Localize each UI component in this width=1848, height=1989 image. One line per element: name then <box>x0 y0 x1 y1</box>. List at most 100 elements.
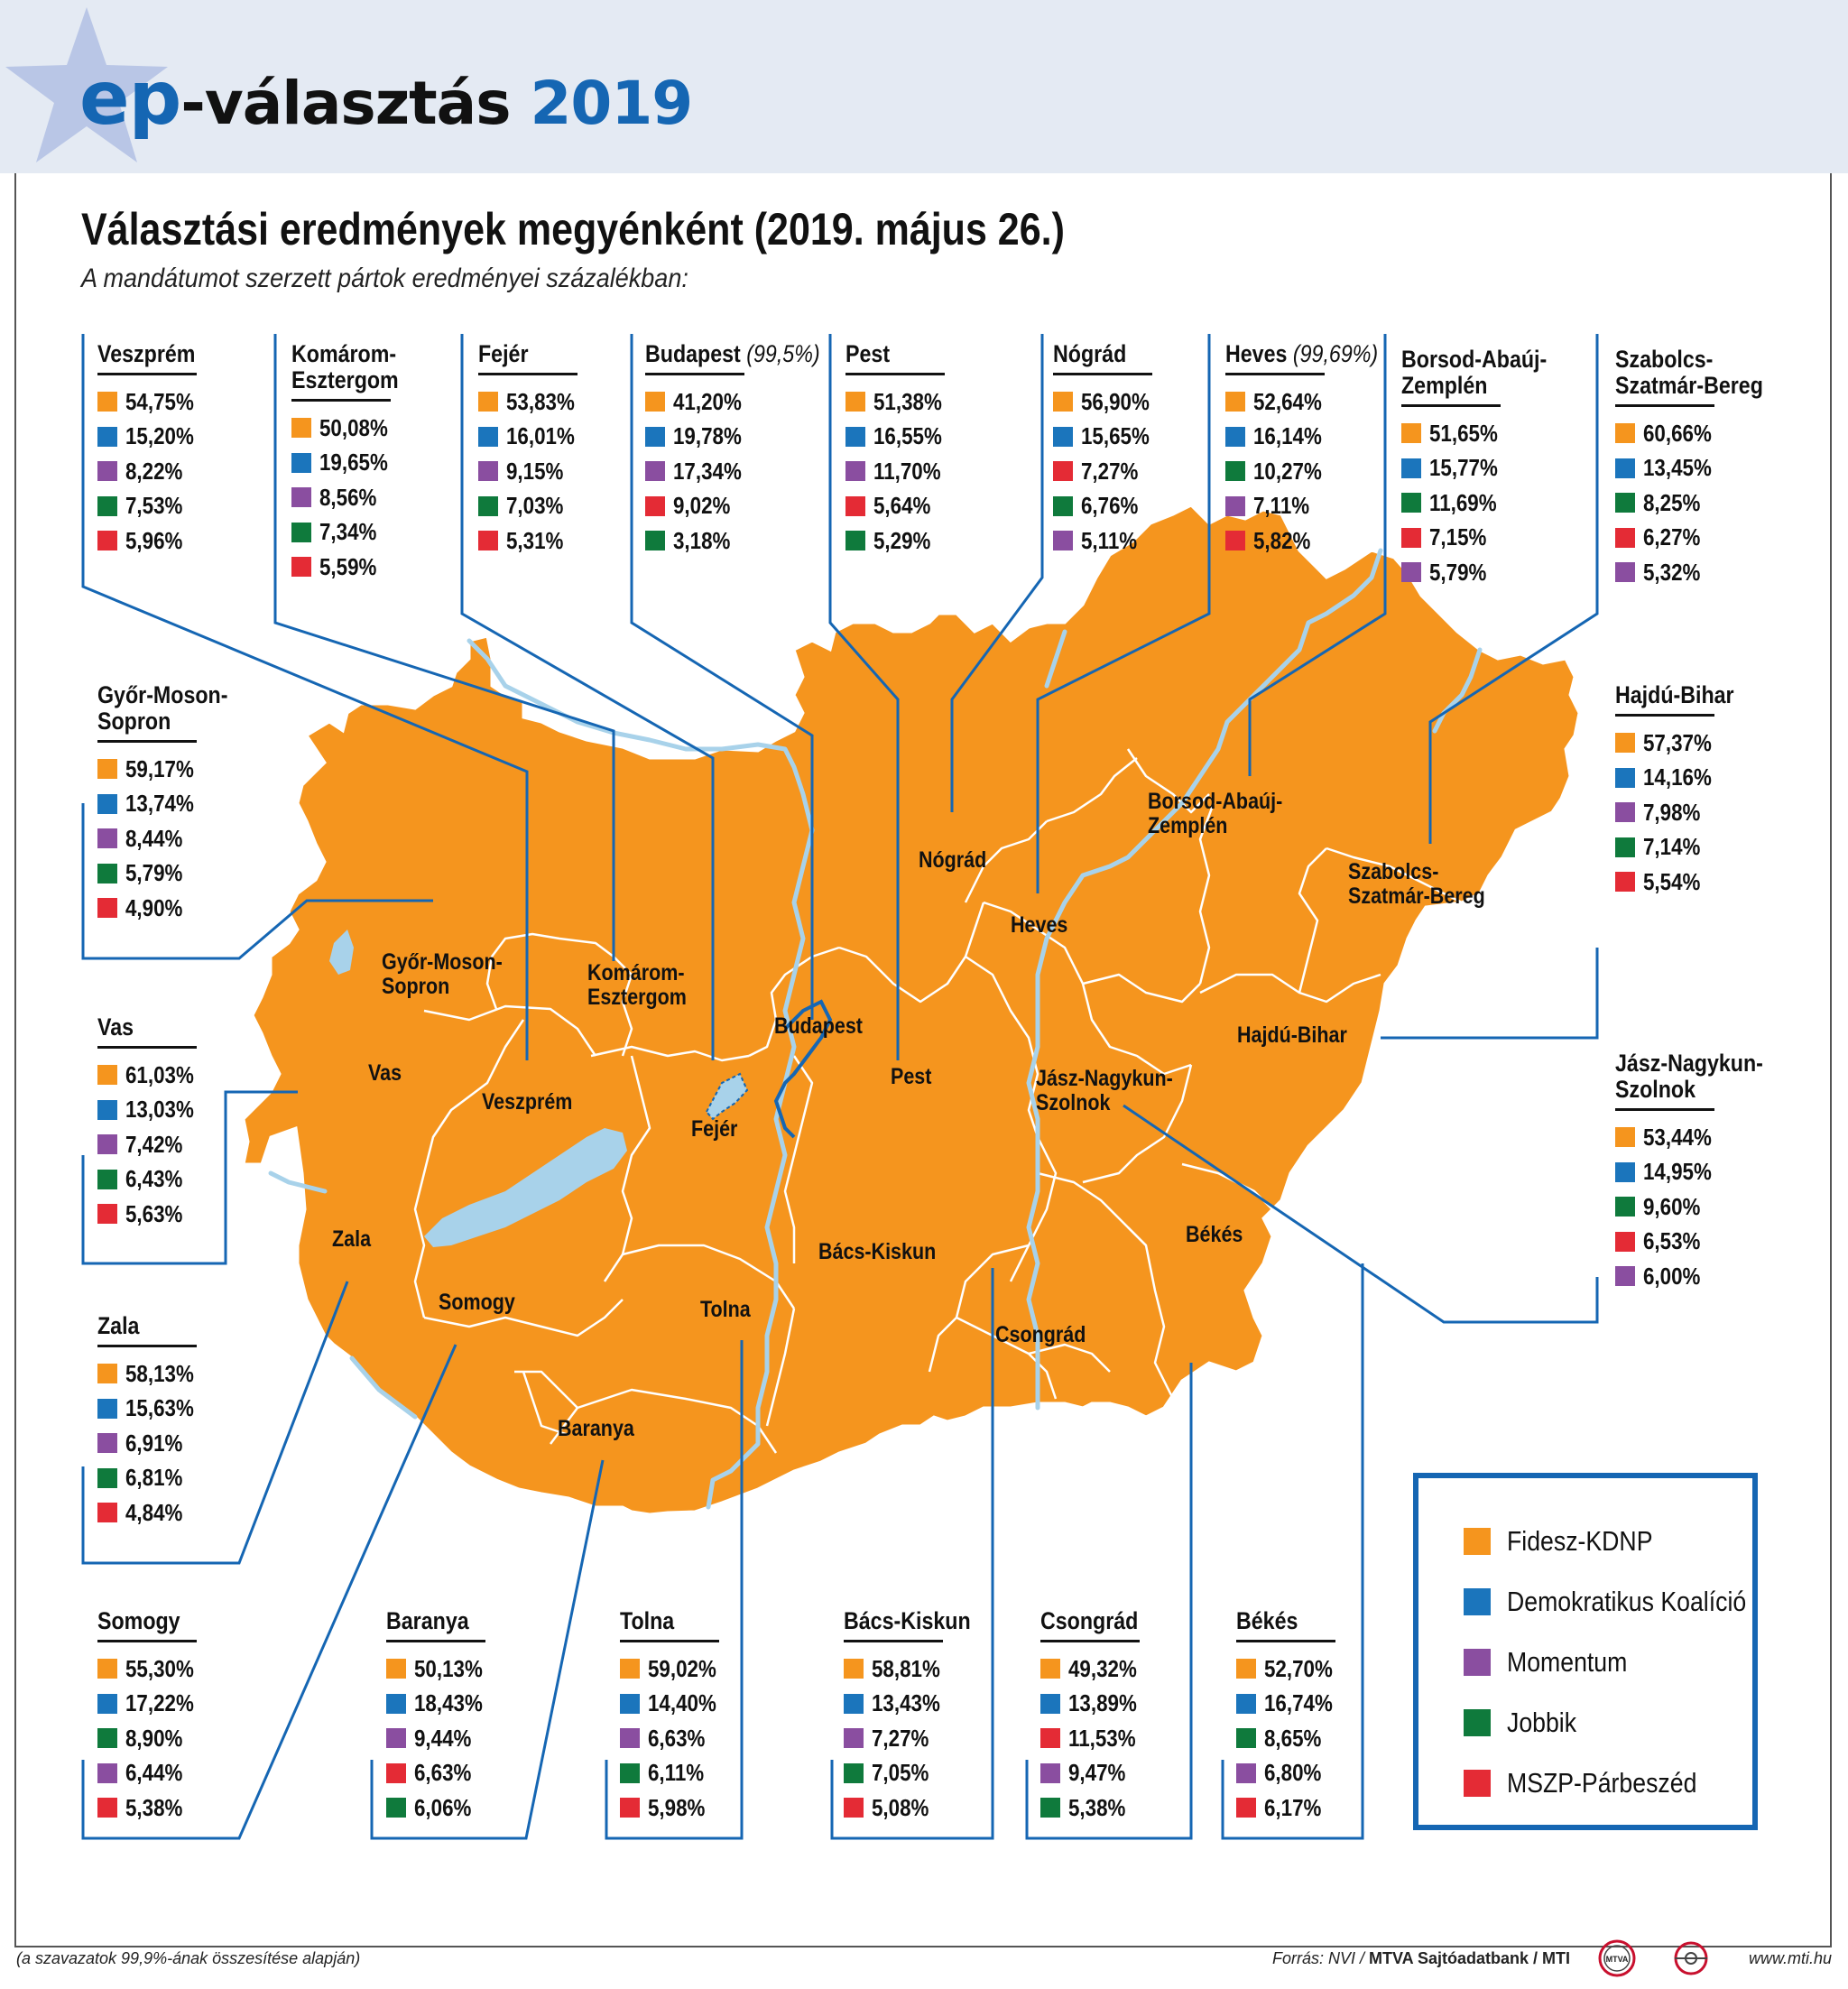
party-swatch <box>1615 733 1635 754</box>
result-value: 7,05% <box>872 1759 929 1787</box>
result-value: 15,65% <box>1081 422 1150 450</box>
result-value: 13,03% <box>125 1096 194 1124</box>
result-row: 13,43% <box>844 1687 1033 1722</box>
party-swatch <box>386 1659 406 1679</box>
result-value: 7,27% <box>872 1724 929 1752</box>
party-swatch <box>478 461 498 482</box>
result-row: 52,64% <box>1225 384 1415 420</box>
party-swatch <box>478 531 498 551</box>
map-label-szabolcs: Szabolcs- Szatmár-Bereg <box>1348 859 1485 909</box>
result-value: 5,32% <box>1643 558 1701 586</box>
result-value: 6,81% <box>125 1464 183 1492</box>
result-value: 52,64% <box>1253 387 1322 415</box>
county-name: Tolna <box>620 1607 675 1634</box>
result-value: 49,32% <box>1068 1654 1137 1682</box>
result-value: 16,74% <box>1264 1689 1333 1717</box>
party-swatch <box>645 495 665 516</box>
result-row: 6,63% <box>620 1721 809 1756</box>
party-swatch <box>1401 423 1421 444</box>
map-label-baranya: Baranya <box>558 1416 634 1441</box>
result-value: 8,56% <box>319 483 377 511</box>
party-swatch <box>1615 1266 1635 1287</box>
title-underline <box>478 373 578 375</box>
footnote: (a szavazatok 99,9%-ának összesítése ala… <box>16 1949 361 1967</box>
result-row: 5,79% <box>1401 555 1591 590</box>
party-swatch <box>97 1169 117 1189</box>
result-value: 15,20% <box>125 422 194 450</box>
result-value: 6,63% <box>648 1724 706 1752</box>
result-value: 59,02% <box>648 1654 716 1682</box>
party-swatch <box>1615 1231 1635 1252</box>
result-value: 9,60% <box>1643 1192 1701 1220</box>
county-name: Komárom- Esztergom <box>291 340 399 393</box>
result-value: 6,76% <box>1081 492 1139 520</box>
party-swatch <box>1615 837 1635 857</box>
county-name: Veszprém <box>97 340 196 367</box>
result-row: 5,96% <box>97 523 287 559</box>
result-row: 60,66% <box>1615 416 1805 451</box>
county-box-title: Békés <box>1236 1608 1400 1634</box>
result-row: 11,70% <box>845 454 1035 489</box>
county-box-pest: Pest 51,38% 16,55% 11,70% 5,64% 5,29% <box>845 341 1035 559</box>
party-swatch <box>620 1693 640 1714</box>
legend-swatch <box>1464 1770 1491 1797</box>
result-row: 9,44% <box>386 1721 576 1756</box>
result-row: 8,90% <box>97 1721 287 1756</box>
result-row: 14,16% <box>1615 761 1805 796</box>
result-row: 9,15% <box>478 454 668 489</box>
county-name: Baranya <box>386 1607 469 1634</box>
result-value: 61,03% <box>125 1060 194 1088</box>
result-row: 6,27% <box>1615 521 1805 556</box>
county-box-title: Komárom- Esztergom <box>291 341 455 393</box>
title-underline <box>1225 373 1325 375</box>
legend-item: MSZP-Párbeszéd <box>1464 1767 1728 1799</box>
title-underline <box>97 373 197 375</box>
party-swatch <box>291 418 311 439</box>
result-value: 19,65% <box>319 449 388 476</box>
result-value: 9,02% <box>673 492 731 520</box>
result-row: 7,42% <box>97 1127 287 1162</box>
county-box-title: Baranya <box>386 1608 550 1634</box>
result-value: 14,95% <box>1643 1158 1712 1186</box>
legend-swatch <box>1464 1528 1491 1555</box>
result-value: 6,27% <box>1643 523 1701 551</box>
result-value: 6,43% <box>125 1165 183 1193</box>
title-underline <box>1040 1640 1140 1642</box>
legend-swatch <box>1464 1649 1491 1676</box>
result-value: 16,55% <box>873 422 942 450</box>
result-row: 8,56% <box>291 480 481 515</box>
county-box-heves: Heves (99,69%) 52,64% 16,14% 10,27% 7,11% 5,8… <box>1225 341 1415 559</box>
party-swatch <box>1615 562 1635 583</box>
county-box-title: Tolna <box>620 1608 783 1634</box>
result-row: 5,29% <box>845 523 1035 559</box>
page-title: Választási eredmények megyénként (2019. … <box>81 204 1065 254</box>
county-box-nograd: Nógrád 56,90% 15,65% 7,27% 6,76% 5,11% <box>1053 341 1243 559</box>
result-row: 9,02% <box>645 489 835 524</box>
budapest-outline <box>773 999 833 1139</box>
result-value: 11,53% <box>1068 1724 1136 1752</box>
party-swatch <box>1053 461 1073 482</box>
result-value: 58,13% <box>125 1359 194 1387</box>
party-swatch <box>97 1798 117 1818</box>
result-row: 6,06% <box>386 1790 576 1826</box>
website-link[interactable]: www.mti.hu <box>1749 1949 1833 1967</box>
result-row: 6,43% <box>97 1162 287 1198</box>
map-label-fejer: Fejér <box>691 1116 738 1142</box>
title-underline <box>386 1640 485 1642</box>
result-row: 53,83% <box>478 384 668 420</box>
result-row: 5,38% <box>1040 1790 1230 1826</box>
result-value: 6,63% <box>414 1759 472 1787</box>
title-underline <box>97 1345 197 1347</box>
party-swatch <box>1236 1762 1256 1783</box>
result-value: 53,44% <box>1643 1123 1712 1151</box>
result-row: 5,38% <box>97 1790 287 1826</box>
party-swatch <box>1236 1659 1256 1679</box>
result-value: 15,63% <box>125 1394 194 1422</box>
result-row: 16,55% <box>845 420 1035 455</box>
map-label-zala: Zala <box>332 1226 372 1252</box>
result-value: 13,74% <box>125 790 194 818</box>
party-swatch <box>97 1134 117 1155</box>
title-underline <box>97 740 197 743</box>
party-swatch <box>1053 392 1073 412</box>
map-label-hajdu: Hajdú-Bihar <box>1237 1022 1347 1048</box>
